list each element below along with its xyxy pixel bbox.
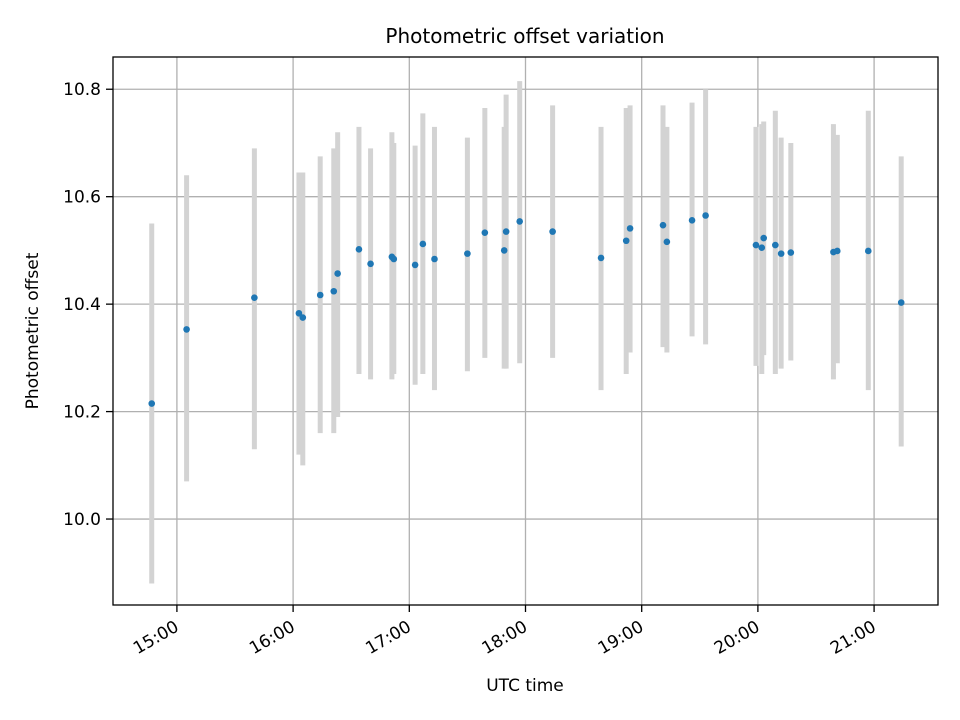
data-point (464, 250, 471, 257)
data-point (516, 218, 523, 225)
x-axis-title: UTC time (486, 676, 564, 696)
data-point (481, 229, 489, 236)
data-point (549, 228, 556, 235)
data-point (833, 247, 841, 255)
y-tick-label: 10.4 (63, 295, 101, 315)
data-point (622, 237, 630, 245)
data-point (316, 291, 324, 299)
data-point (597, 254, 605, 262)
data-point (183, 326, 190, 333)
y-tick-label: 10.6 (63, 188, 101, 208)
data-point (390, 255, 398, 263)
data-point (897, 299, 905, 306)
data-point (702, 212, 709, 219)
data-point (864, 247, 872, 255)
data-point (367, 260, 374, 268)
data-point (626, 225, 634, 232)
data-point (299, 314, 307, 321)
data-point (758, 244, 766, 252)
data-point (777, 250, 785, 257)
y-axis-title: Photometric offset (23, 252, 43, 409)
data-point (663, 238, 671, 246)
data-points (148, 212, 905, 407)
data-point (148, 400, 156, 407)
y-tick-label: 10.2 (63, 403, 101, 423)
data-point (330, 287, 338, 295)
data-point (419, 240, 427, 248)
y-axis-ticks: 10.0 10.2 10.4 10.6 10.8 (63, 80, 113, 530)
data-point (500, 247, 508, 254)
data-point (772, 241, 779, 249)
data-point (411, 261, 419, 269)
data-point (295, 309, 303, 317)
data-point (787, 249, 795, 256)
data-point (251, 294, 258, 301)
data-point (334, 270, 341, 277)
data-point (760, 234, 768, 242)
chart-title: Photometric offset variation (385, 24, 664, 48)
data-point (431, 255, 438, 263)
data-point (355, 246, 363, 253)
y-tick-label: 10.8 (63, 80, 101, 100)
data-point (752, 241, 760, 249)
data-point (502, 228, 510, 235)
data-point (688, 217, 696, 224)
data-point (659, 221, 667, 229)
y-tick-label: 10.0 (63, 510, 101, 530)
